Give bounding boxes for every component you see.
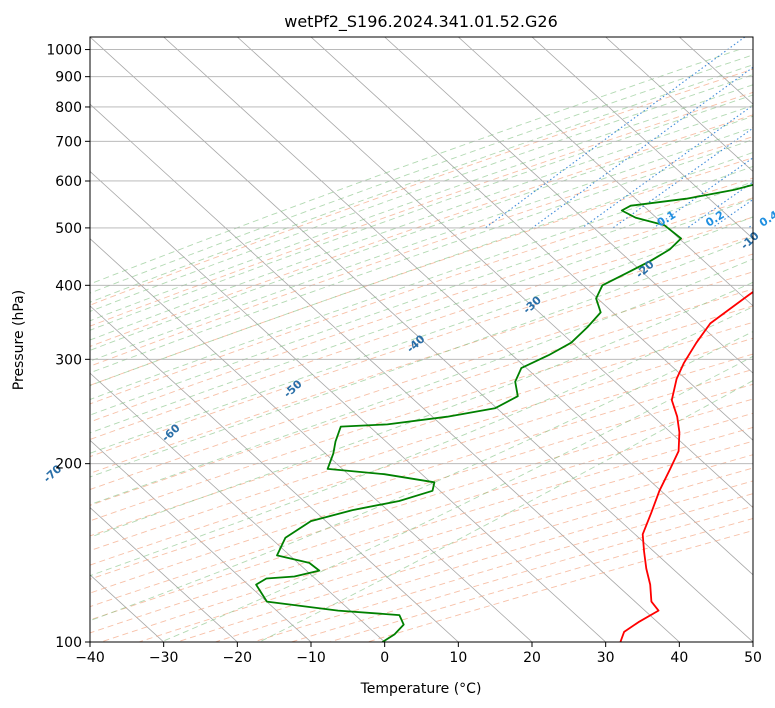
y-tick-label: 800 xyxy=(55,100,82,116)
x-tick-label: 0 xyxy=(380,650,389,666)
moist-adiabat-line xyxy=(90,74,753,312)
isotherm-line xyxy=(531,37,753,240)
y-tick-label: 1000 xyxy=(46,43,82,59)
x-tick-label: 30 xyxy=(597,650,615,666)
moist-adiabat-line xyxy=(90,258,753,506)
dry-adiabat-line xyxy=(90,383,753,594)
dry-adiabat-line xyxy=(90,114,753,347)
y-tick-label: 700 xyxy=(55,134,82,150)
isotherm-line xyxy=(90,305,459,642)
moist-adiabat-line xyxy=(90,49,740,285)
moist-adiabat-line xyxy=(90,115,753,351)
y-axis-label: Pressure (hPa) xyxy=(11,290,27,390)
x-tick-label: 10 xyxy=(449,650,467,666)
dry-adiabat-line xyxy=(90,177,753,405)
y-tick-label: 500 xyxy=(55,221,82,237)
dry-adiabat-line xyxy=(90,68,753,306)
moist-adiabat-line xyxy=(90,281,753,538)
y-tick-label: 400 xyxy=(55,278,82,294)
mixing-ratio-line xyxy=(531,66,753,229)
moist-adiabat-line xyxy=(90,64,753,303)
x-tick-label: −10 xyxy=(296,650,326,666)
dry-adiabat-line xyxy=(90,271,753,491)
y-axis-ticks: 100 200 300 400 500 600 700 800 900 1000 xyxy=(46,43,90,651)
mixing-ratio-label: 0.4 xyxy=(757,208,775,230)
series-line xyxy=(255,183,753,642)
isotherm-line xyxy=(310,37,753,441)
isotherm-line xyxy=(90,507,238,642)
dry-adiabat-line xyxy=(90,253,753,474)
y-tick-label: 600 xyxy=(55,174,82,190)
moist-adiabat-line xyxy=(90,236,753,478)
dry-adiabat-line xyxy=(90,305,753,522)
x-tick-label: −20 xyxy=(223,650,253,666)
moist-adiabat-line xyxy=(90,104,753,341)
plot-frame xyxy=(89,36,754,643)
moist-adiabat-line xyxy=(90,84,753,322)
grid xyxy=(90,49,753,642)
isotherm-line xyxy=(90,170,606,642)
moist-adiabat-line xyxy=(90,139,753,374)
background-lines xyxy=(90,37,753,642)
moist-adiabat-line xyxy=(90,54,753,294)
series-line xyxy=(619,290,753,642)
x-tick-label: 40 xyxy=(670,650,688,666)
mixing-ratio-line xyxy=(484,37,746,229)
moist-adiabat-line xyxy=(90,197,753,434)
dry-adiabat-line xyxy=(90,216,753,440)
y-tick-label: 300 xyxy=(55,352,82,368)
series-group xyxy=(255,183,753,642)
moist-adiabat-line xyxy=(161,355,753,642)
x-axis-label: Temperature (°C) xyxy=(360,681,482,697)
isotherm-line xyxy=(752,37,753,38)
moist-adiabat-line xyxy=(90,181,753,416)
moist-adiabat-line xyxy=(90,151,753,386)
isotherm-line xyxy=(90,103,680,642)
dry-adiabat-line xyxy=(90,321,753,537)
y-tick-label: 100 xyxy=(55,635,82,651)
mixing-ratio-line xyxy=(653,157,753,229)
x-tick-label: 20 xyxy=(523,650,541,666)
isotherm-line xyxy=(90,372,385,642)
dry-adiabat-line xyxy=(90,91,753,327)
moist-adiabat-line xyxy=(90,94,753,331)
dry-adiabat-line xyxy=(90,353,753,566)
x-axis-ticks: −40 −30 −20 −10 0 10 20 30 40 50 xyxy=(75,642,762,666)
isotherm-line xyxy=(384,37,753,374)
x-tick-label: −30 xyxy=(149,650,179,666)
moist-adiabat-line xyxy=(90,331,753,622)
chart-title: wetPf2_S196.2024.341.01.52.G26 xyxy=(284,12,558,32)
isotherm-line xyxy=(90,238,533,642)
y-tick-label: 200 xyxy=(55,457,82,473)
x-tick-label: 50 xyxy=(744,650,762,666)
moist-adiabat-line xyxy=(259,380,753,642)
x-tick-label: −40 xyxy=(75,650,105,666)
isotherm-line xyxy=(605,37,753,172)
isotherm-line xyxy=(90,439,312,642)
y-tick-label: 900 xyxy=(55,70,82,86)
isotherm-line xyxy=(237,37,753,509)
